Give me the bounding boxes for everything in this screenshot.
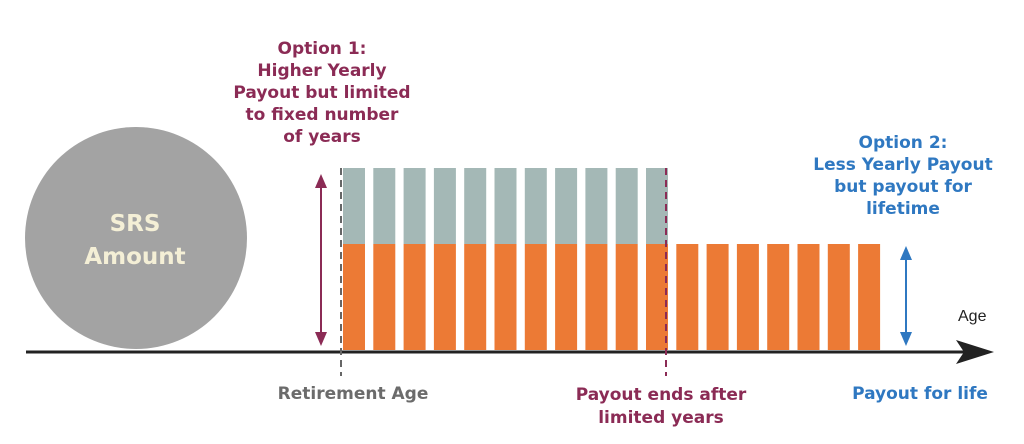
option1-extra-payout-bar [555,168,578,244]
option2-label-line: Less Yearly Payout [813,155,993,175]
retirement-age-label: Retirement Age [277,384,429,404]
payout-bar [555,244,578,350]
age-axis-label: Age [958,308,987,325]
srs-amount-circle [25,127,247,349]
option1-extra-payout-bar [585,168,608,244]
option1-height-arrow [315,174,327,346]
lifetime-payout-bar [827,244,850,350]
lifetime-payout-bar [767,244,790,350]
payout-bar [403,244,426,350]
option1-label-line: Higher Yearly [257,61,387,81]
option1-label-line: to fixed number [245,105,399,125]
lifetime-payout-bar [706,244,729,350]
option1-extra-payout-bar [524,168,547,244]
option2-label-line: Option 2: [858,133,948,153]
payout-for-life-label: Payout for life [852,384,988,404]
srs-amount-label: SRS Amount [40,208,230,274]
lifetime-payout-bar [676,244,699,350]
payout-bar [433,244,456,350]
option1-extra-payout-bar [494,168,517,244]
payout-bar [615,244,638,350]
option2-label: Option 2: Less Yearly Payout but payout … [808,132,998,220]
option1-label-line: Option 1: [277,39,367,59]
payout-bar [494,244,517,350]
option1-extra-payout-bar [343,168,365,244]
payout-ends-label-line: Payout ends after [575,385,747,405]
payout-bar [646,244,668,350]
srs-amount-label-line: Amount [84,244,186,270]
payout-bar [373,244,396,350]
payout-bar [343,244,365,350]
option1-label-line: of years [283,127,361,147]
lifetime-payout-bar [858,244,881,350]
payout-bar [524,244,547,350]
lifetime-payout-bar [797,244,820,350]
payout-bars [343,168,881,350]
srs-amount-label-line: SRS [109,211,161,237]
option1-extra-payout-bar [464,168,487,244]
option1-label: Option 1: Higher Yearly Payout but limit… [222,38,422,148]
option1-extra-payout-bar [373,168,396,244]
option2-height-arrow [900,246,912,346]
payout-bar [585,244,608,350]
option1-extra-payout-bar [615,168,638,244]
option1-extra-payout-bar [646,168,668,244]
option2-label-line: lifetime [866,199,940,219]
option1-extra-payout-bar [433,168,456,244]
payout-ends-label-line: limited years [598,408,724,428]
lifetime-payout-bar [736,244,759,350]
payout-bar [464,244,487,350]
age-axis-arrowhead [956,340,994,364]
option1-extra-payout-bar [403,168,426,244]
option1-label-line: Payout but limited [233,83,411,103]
payout-ends-label: Payout ends after limited years [566,384,756,430]
option2-label-line: but payout for [834,177,972,197]
